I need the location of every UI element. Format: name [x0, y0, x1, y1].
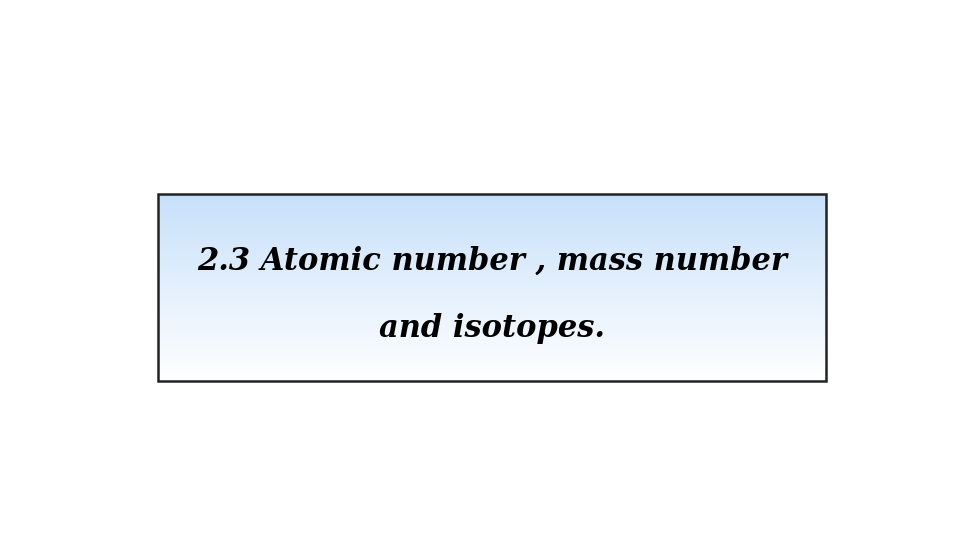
Bar [158, 194, 826, 381]
Text: 2.3 Atomic number , mass number: 2.3 Atomic number , mass number [197, 246, 787, 277]
Text: and isotopes.: and isotopes. [379, 313, 605, 344]
